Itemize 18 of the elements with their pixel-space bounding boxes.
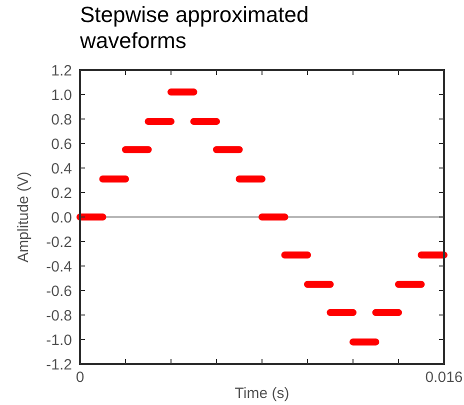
chart-title: Stepwise approximated waveforms [79,2,309,53]
y-tick-label: -0.4 [46,258,72,276]
y-tick-label: 1.2 [51,62,72,80]
y-tick-label: -1.2 [46,356,72,374]
x-tick-label: 0 [76,369,84,386]
x-axis-title: Time (s) [234,385,290,402]
y-tick-label: -0.6 [46,282,72,300]
y-tick-label: -0.8 [46,307,72,324]
y-tick-label: 0.6 [51,136,72,153]
y-tick-label: -1.0 [46,332,72,349]
y-axis-title: Amplitude (V) [15,172,32,262]
y-tick-label: -0.2 [46,234,72,251]
x-tick-label: 0.016 [425,369,463,386]
y-tick-label: 0.8 [51,111,72,128]
y-tick-label: 0.0 [51,209,72,226]
y-tick-label: 1.0 [51,86,72,104]
y-tick-label: 0.4 [51,160,72,178]
y-tick-label: 0.2 [51,184,72,202]
